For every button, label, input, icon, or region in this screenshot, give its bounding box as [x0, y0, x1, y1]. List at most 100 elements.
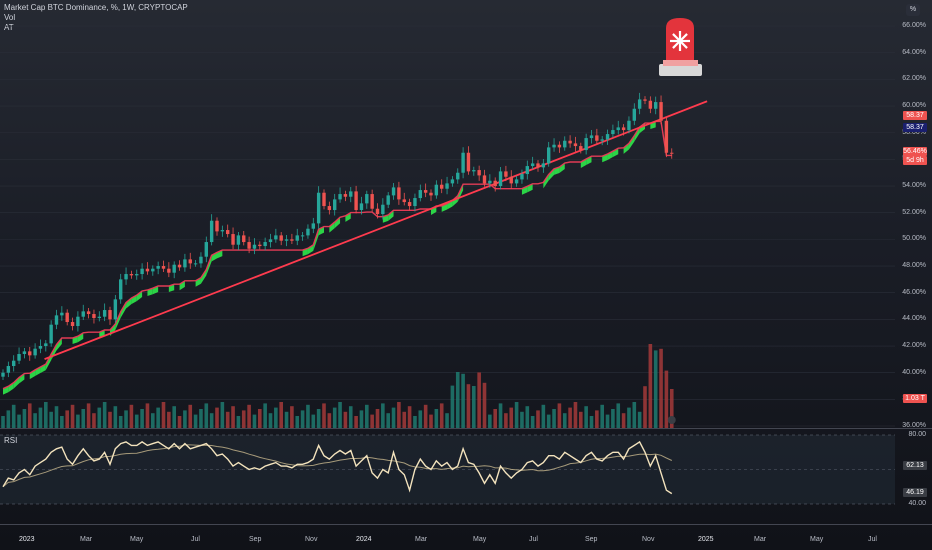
at-fill-segment [136, 291, 143, 302]
candle-body [450, 179, 455, 184]
candle [242, 230, 246, 246]
volume-bar [1, 416, 5, 428]
at-fill-segment [447, 200, 453, 210]
time-tick-label: Jul [191, 536, 200, 543]
candle-body [242, 235, 246, 243]
candle [456, 168, 460, 184]
volume-bar [343, 411, 348, 428]
candle-body [135, 274, 139, 276]
volume-bar [145, 403, 150, 428]
volume-bar [113, 406, 118, 428]
at-fill-segment [19, 373, 25, 384]
candle [349, 186, 353, 203]
volume-bar [493, 409, 497, 428]
candle-body [568, 140, 572, 144]
candle-body [33, 348, 37, 356]
rsi-value-tag: 46.19 [903, 488, 927, 498]
volume-bar [124, 410, 128, 428]
candle [365, 190, 369, 209]
at-fill-segment [8, 382, 14, 393]
volume-bar [151, 413, 155, 428]
rsi-label[interactable]: RSI [4, 436, 18, 445]
candle-body [456, 172, 460, 180]
volume-indicator-label[interactable]: Vol [4, 13, 16, 22]
candle [97, 311, 101, 322]
siren-ray [672, 40, 681, 49]
candle [333, 193, 337, 216]
candle [391, 182, 396, 200]
candle-body [434, 184, 439, 196]
price-tick-label: 62.00% [902, 75, 926, 83]
candle [54, 309, 59, 330]
volume-bar [482, 382, 487, 428]
at-fill-segment [388, 210, 394, 221]
candle-body [156, 266, 160, 269]
candle [81, 304, 85, 321]
candle-body [461, 152, 465, 173]
candle [119, 273, 123, 304]
volume-bar [659, 348, 663, 428]
volume-bar [290, 406, 294, 428]
volume-bar [11, 404, 16, 428]
candle-body [279, 235, 283, 241]
candle-body [193, 263, 198, 265]
volume-bar [327, 413, 332, 428]
candle-body [530, 163, 535, 167]
candle-body [547, 147, 551, 164]
candle [167, 262, 171, 278]
candle-body [290, 239, 294, 241]
candle-body [172, 264, 176, 273]
candle-body [440, 184, 444, 189]
at-fill-segment [634, 127, 640, 142]
candle [209, 214, 214, 246]
candle [450, 176, 455, 187]
volume-bar [332, 407, 337, 428]
candle [482, 169, 487, 187]
candle [183, 253, 187, 272]
price-tick-label: 46.00% [902, 288, 926, 296]
candle-body [60, 312, 64, 316]
volume-bar [365, 404, 369, 428]
candle-body [38, 346, 43, 349]
candle [279, 232, 283, 246]
siren-base [659, 64, 702, 76]
candle-body [129, 274, 134, 276]
at-fill-segment [13, 377, 20, 389]
volume-bar [520, 411, 524, 428]
candle [113, 294, 118, 323]
volume-bar [247, 404, 251, 428]
at-indicator-label[interactable]: AT [4, 23, 14, 32]
candle [22, 348, 27, 359]
candle-body [637, 99, 642, 109]
time-tick-label: 2024 [356, 536, 372, 543]
candle [204, 236, 208, 263]
candle-body [322, 192, 326, 207]
candle [92, 309, 96, 324]
volume-bar [295, 416, 300, 428]
candle-body [284, 239, 289, 241]
at-fill-segment [548, 168, 555, 181]
candle [44, 340, 48, 352]
time-tick-label: Jul [868, 536, 877, 543]
candle [493, 177, 497, 192]
volume-bar [76, 414, 80, 428]
candle [102, 303, 107, 322]
candle-body [338, 194, 342, 200]
volume-bar [664, 370, 669, 428]
candle [65, 309, 69, 326]
candle [236, 232, 241, 251]
at-fill-segment [307, 244, 314, 255]
candle-body [493, 180, 497, 187]
candle-body [220, 230, 225, 232]
volume-bar [274, 407, 278, 428]
percent-scale-button[interactable]: % [906, 4, 920, 16]
candle-body [86, 311, 91, 315]
candle [605, 129, 610, 145]
candle-body [509, 176, 513, 184]
candle [445, 176, 449, 195]
price-tag: 58.37 [903, 111, 927, 120]
at-fill-segment [559, 162, 565, 174]
symbol-title[interactable]: Market Cap BTC Dominance, %, 1W, CRYPTOC… [4, 3, 188, 12]
candle-body [76, 316, 80, 327]
